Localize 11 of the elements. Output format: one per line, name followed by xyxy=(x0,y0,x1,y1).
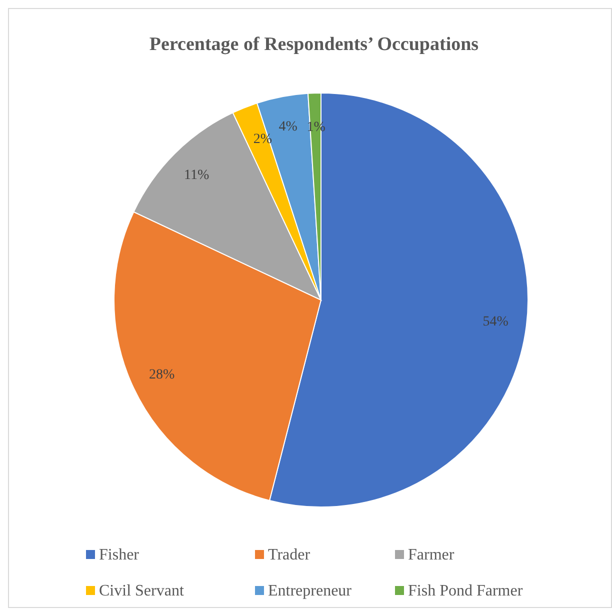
legend-label: Trader xyxy=(268,546,311,564)
legend-label: Fisher xyxy=(99,546,140,564)
legend-label: Farmer xyxy=(408,546,455,564)
data-label: 11% xyxy=(184,168,210,184)
data-label: 4% xyxy=(278,120,298,135)
legend-label: Civil Servant xyxy=(99,582,184,600)
legend-label: Entrepreneur xyxy=(268,582,352,600)
data-label: 54% xyxy=(482,314,509,330)
legend-label: Fish Pond Farmer xyxy=(408,582,524,600)
data-label: 28% xyxy=(148,367,175,382)
chart-title: Percentage of Respondents’ Occupations xyxy=(149,34,479,55)
